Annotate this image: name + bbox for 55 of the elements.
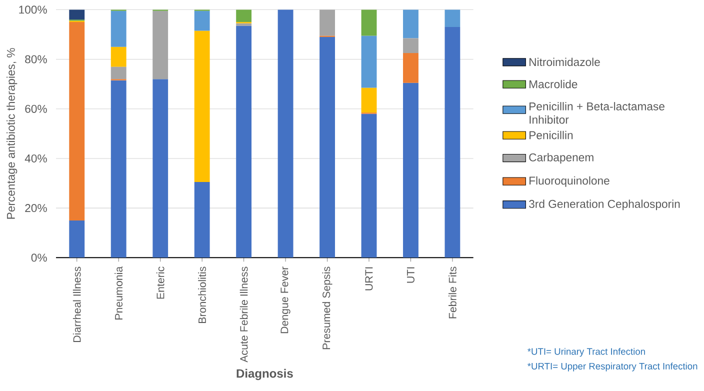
bar (320, 10, 335, 36)
bar (403, 82, 418, 258)
bar (278, 10, 294, 258)
bar (236, 23, 252, 26)
bar (110, 46, 126, 67)
text: *URTI= Upper Respiratory Tract Infection (528, 362, 698, 372)
legend-label: Penicillin (530, 130, 573, 140)
bar (444, 10, 460, 28)
bar (69, 220, 85, 258)
bar (194, 182, 210, 258)
bar (69, 22, 85, 220)
x-tick-label: Bronchiolitis (198, 266, 206, 323)
y-tick-label: 0% (31, 254, 47, 262)
legend-label: Fluoroquinolone (530, 176, 610, 187)
bar (69, 10, 85, 20)
bar (236, 10, 252, 22)
y-tick-label: 80% (25, 55, 47, 64)
bar (444, 27, 460, 258)
legend-label: Penicillin + Beta-lactamase Inhibitor (530, 102, 664, 124)
y-tick-label: 60% (25, 104, 47, 113)
x-tick-label: UTI (407, 267, 414, 283)
bar (110, 10, 126, 47)
bar (110, 80, 126, 258)
legend-label: Carbapenem (529, 153, 594, 164)
x-axis-title: Diagnosis (236, 368, 293, 380)
legend-label: 3rd Generation Cephalosporin (529, 200, 680, 210)
bar (194, 30, 210, 182)
x-tick-label: Enteric (156, 266, 164, 299)
bar (361, 114, 377, 258)
x-tick-label: Pneumonia (114, 266, 123, 320)
x-tick-label: Dengue Fever (280, 266, 290, 334)
y-tick-label: 20% (25, 204, 47, 212)
bar (152, 79, 168, 258)
bar (194, 10, 210, 31)
bar (361, 36, 377, 88)
text: *UTI= Urinary Tract Infection (528, 348, 645, 357)
bar (110, 66, 126, 80)
legend-label: Nitroimidazole (530, 58, 600, 66)
x-tick-label: Presumed Sepsis (322, 266, 332, 350)
bar (361, 88, 377, 113)
x-tick-label: Diarrheal Illness (72, 266, 81, 342)
y-tick-label: 100% (19, 6, 47, 14)
legend-label: Macrolide (530, 80, 578, 88)
y-axis-title: Percentage antibiotic therapies, % (6, 48, 18, 219)
bar (403, 10, 418, 38)
x-tick-label: Acute Febrile Illness (240, 266, 248, 362)
bar (152, 10, 168, 80)
bar (236, 26, 252, 258)
x-tick-label: Febrile Fits (448, 266, 456, 318)
bar (403, 38, 418, 54)
bar (320, 36, 335, 258)
bar (361, 10, 377, 36)
y-tick-label: 40% (24, 154, 47, 162)
bar (403, 53, 418, 83)
x-tick-label: URTI (365, 267, 373, 290)
